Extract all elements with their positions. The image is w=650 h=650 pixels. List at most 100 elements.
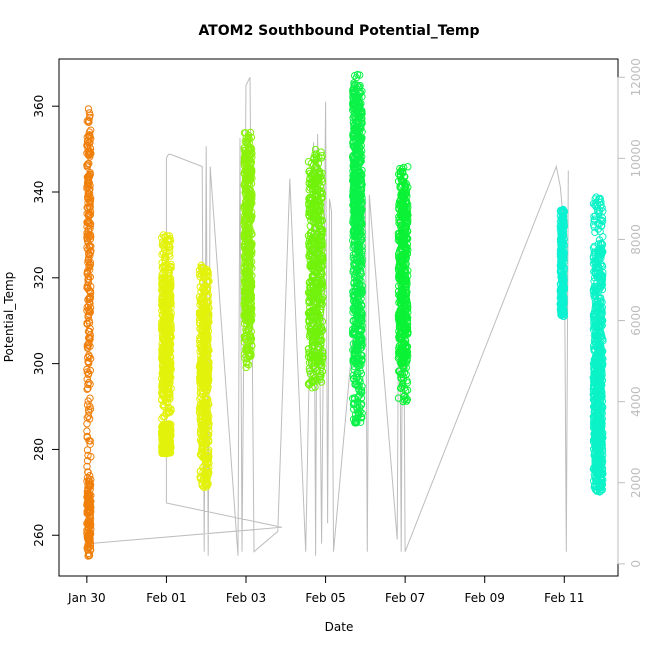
data-point: [201, 481, 210, 489]
data-point: [305, 297, 314, 306]
data-point: [316, 171, 324, 179]
data-point: [167, 406, 175, 415]
data-point: [86, 437, 94, 445]
data-point: [197, 261, 205, 269]
data-point: [306, 222, 314, 230]
data-point: [84, 219, 93, 227]
data-point: [204, 346, 212, 354]
data-point: [202, 419, 210, 427]
data-point: [204, 448, 213, 456]
data-point: [243, 236, 252, 245]
data-point: [242, 154, 251, 163]
series-group-3: [240, 128, 256, 372]
data-point: [158, 292, 167, 300]
data-point: [84, 231, 92, 239]
data-point: [352, 417, 360, 426]
data-point: [158, 241, 167, 249]
data-point: [244, 302, 253, 310]
data-point: [306, 370, 315, 378]
data-point: [83, 117, 92, 125]
data-point: [307, 261, 316, 270]
data-point: [158, 295, 166, 303]
data-point: [165, 364, 173, 372]
data-point: [307, 311, 315, 319]
data-point: [309, 370, 318, 378]
data-point: [314, 180, 322, 189]
data-point: [243, 360, 251, 368]
data-point: [87, 497, 95, 505]
data-point: [241, 272, 250, 280]
data-point: [83, 320, 92, 328]
data-point: [160, 429, 168, 438]
data-point: [311, 260, 319, 268]
data-point: [247, 145, 256, 153]
data-point: [85, 319, 94, 327]
data-point: [314, 230, 322, 239]
data-point: [309, 338, 317, 347]
data-point: [308, 250, 317, 259]
data-point: [84, 217, 93, 225]
data-point: [318, 280, 326, 288]
data-point: [83, 462, 91, 471]
data-point: [204, 300, 212, 308]
data-point: [84, 105, 93, 113]
data-point: [304, 353, 313, 361]
data-point: [85, 250, 93, 259]
data-point: [196, 430, 205, 438]
data-point: [84, 468, 92, 476]
data-point: [204, 352, 212, 360]
data-points-layer: [83, 70, 607, 560]
series-group-1: [158, 231, 175, 458]
data-point: [246, 270, 254, 278]
data-point: [158, 340, 166, 348]
data-point: [204, 431, 213, 439]
data-point: [313, 195, 322, 204]
data-point: [197, 307, 205, 316]
data-point: [165, 379, 174, 388]
data-point: [316, 216, 325, 224]
data-point: [310, 178, 318, 187]
data-point: [308, 194, 317, 203]
data-point: [319, 283, 327, 291]
data-point: [200, 299, 208, 308]
data-point: [204, 344, 212, 352]
data-point: [83, 509, 91, 518]
data-point: [240, 212, 249, 220]
data-point: [204, 399, 213, 407]
data-point: [242, 223, 251, 232]
data-point: [204, 469, 212, 477]
data-point: [85, 128, 94, 136]
data-point: [164, 369, 173, 377]
data-point: [196, 341, 204, 350]
data-point: [315, 373, 324, 382]
data-point: [313, 358, 322, 366]
data-point: [353, 418, 361, 427]
data-point: [83, 427, 91, 435]
data-point: [86, 258, 95, 267]
data-point: [201, 372, 209, 381]
data-point: [308, 331, 316, 339]
data-point: [162, 410, 171, 418]
data-point: [84, 151, 93, 159]
data-point: [158, 250, 166, 259]
data-point: [202, 307, 210, 315]
series-group-4: [304, 145, 327, 392]
data-point: [85, 369, 93, 377]
data-point: [86, 530, 95, 538]
data-point: [202, 406, 210, 415]
data-point: [84, 412, 93, 420]
data-point: [312, 217, 321, 225]
data-point: [247, 133, 256, 142]
data-point: [317, 267, 326, 276]
data-point: [310, 377, 319, 385]
data-point: [84, 246, 92, 254]
data-point: [85, 109, 94, 117]
data-point: [163, 445, 171, 453]
data-point: [198, 265, 207, 273]
data-point: [319, 293, 327, 301]
data-point: [86, 501, 95, 509]
data-point: [161, 387, 170, 395]
data-point: [305, 167, 313, 176]
data-point: [349, 394, 357, 403]
